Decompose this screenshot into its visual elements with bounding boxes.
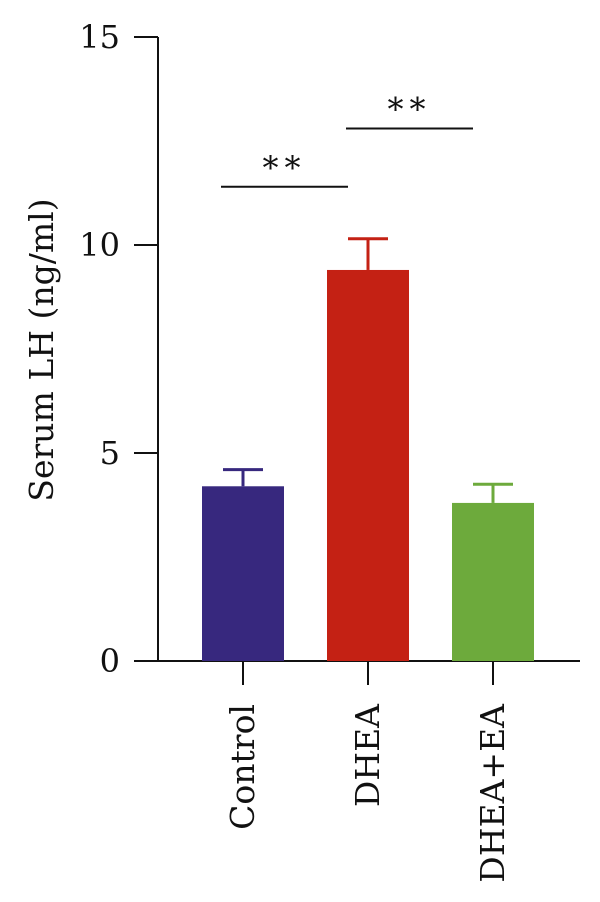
bars [202, 269, 534, 661]
y-tick-label: 10 [79, 226, 120, 264]
y-tick-label: 0 [100, 642, 120, 680]
y-axis-label: Serum LH (ng/ml) [22, 198, 61, 501]
y-tick-label: 5 [100, 434, 120, 472]
significance-label: ** [388, 91, 432, 129]
x-tick-label: DHEA+EA [473, 703, 512, 883]
significance-label: ** [263, 149, 307, 187]
bar-dhea [327, 269, 409, 661]
bar-control [202, 486, 284, 661]
x-tick-label: DHEA [348, 703, 387, 807]
significance-annotations: ** ** [221, 91, 473, 188]
x-tick-label: Control [223, 704, 262, 830]
y-tick-label: 15 [79, 18, 120, 56]
bar-dhea-ea [452, 502, 534, 661]
error-bars [223, 237, 513, 503]
axes: 0 5 10 15 Control DHEA DHEA+EA [79, 18, 580, 883]
